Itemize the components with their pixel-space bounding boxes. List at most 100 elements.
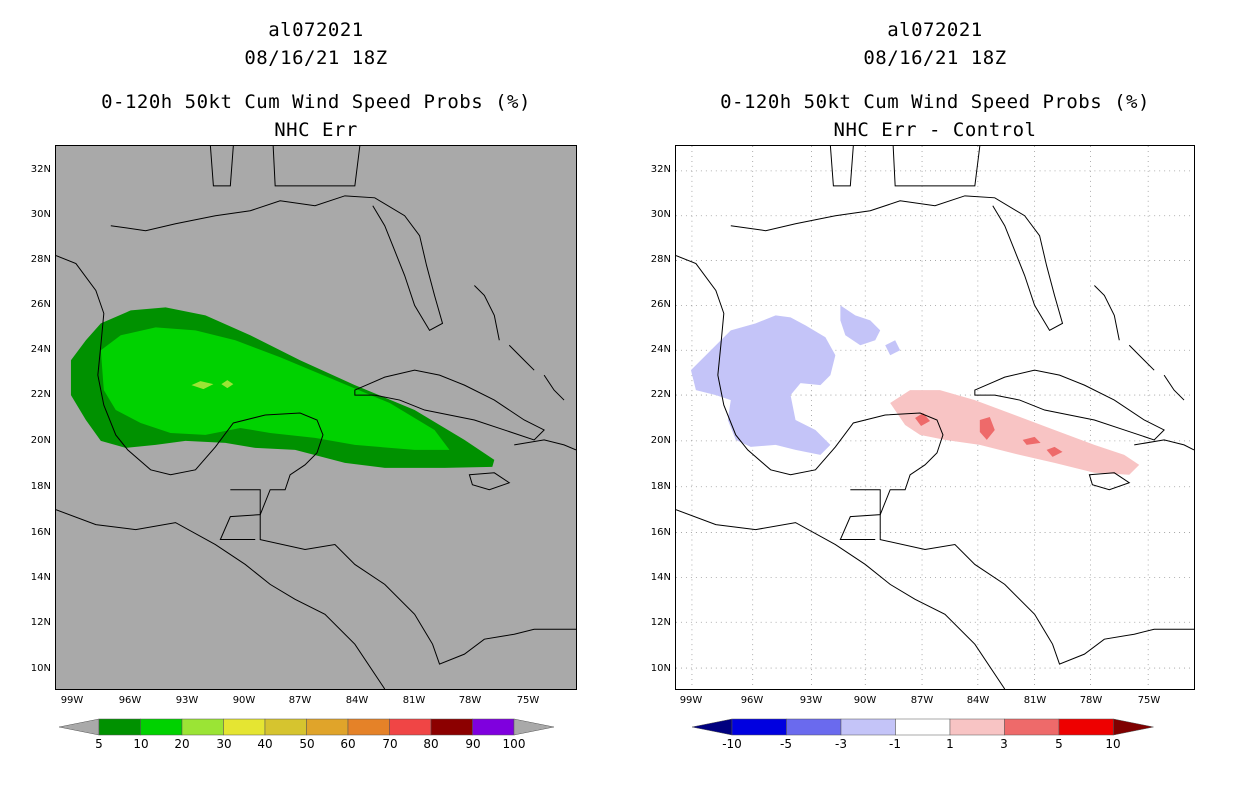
right-difference-map: [675, 145, 1195, 690]
left-lat-label: 14N: [30, 572, 51, 583]
right-product-title: 0-120h 50kt Cum Wind Speed Probs (%): [720, 91, 1150, 113]
prob-band-20-30: [191, 380, 234, 390]
left-colorbar-swatch: [264, 718, 307, 736]
right-lon-label: 87W: [910, 695, 934, 706]
diff-neg-1-3: [690, 305, 901, 455]
left-colorbar-swatch: [223, 718, 266, 736]
right-lat-label: 16N: [650, 527, 671, 538]
left-lat-label: 20N: [30, 435, 51, 446]
right-lon-label: 84W: [966, 695, 990, 706]
left-datetime: 08/16/21 18Z: [244, 47, 388, 69]
right-colorbar-over-triangle: [1113, 718, 1154, 736]
left-colorbar: [58, 718, 555, 736]
left-colorbar-swatch: [389, 718, 432, 736]
left-colorbar-label: 50: [299, 737, 315, 751]
left-map-svg: [56, 146, 576, 689]
left-lon-label: 81W: [402, 695, 426, 706]
left-colorbar-label: 30: [216, 737, 232, 751]
left-product-title: 0-120h 50kt Cum Wind Speed Probs (%): [101, 91, 531, 113]
right-colorbar: [691, 718, 1154, 736]
diff-pos-3-5: [915, 413, 1063, 457]
left-colorbar-label: 10: [133, 737, 149, 751]
left-lat-label: 24N: [30, 344, 51, 355]
right-colorbar-label: -1: [889, 737, 901, 751]
right-lon-label: 93W: [799, 695, 823, 706]
left-lon-label: 78W: [458, 695, 482, 706]
left-colorbar-label: 60: [340, 737, 356, 751]
left-lat-label: 12N: [30, 617, 51, 628]
right-lat-label: 14N: [650, 572, 671, 583]
left-lon-label: 87W: [288, 695, 312, 706]
left-lon-label: 96W: [118, 695, 142, 706]
left-lat-label: 30N: [30, 209, 51, 220]
left-colorbar-swatch: [181, 718, 224, 736]
left-lat-label: 16N: [30, 527, 51, 538]
left-colorbar-over-triangle: [513, 718, 555, 736]
right-lon-label: 78W: [1079, 695, 1103, 706]
left-coastlines: [56, 146, 576, 689]
left-colorbar-label: 40: [257, 737, 273, 751]
right-lat-label: 30N: [650, 209, 671, 220]
right-lon-label: 96W: [740, 695, 764, 706]
right-lat-label: 10N: [650, 663, 671, 674]
left-lat-label: 32N: [30, 164, 51, 175]
right-lat-label: 32N: [650, 164, 671, 175]
left-lat-label: 18N: [30, 481, 51, 492]
right-colorbar-swatch: [895, 718, 951, 736]
right-lon-label: 90W: [853, 695, 877, 706]
right-colorbar-swatch: [1058, 718, 1114, 736]
left-colorbar-swatch: [347, 718, 390, 736]
diff-pos-1-3: [890, 390, 1140, 475]
left-colorbar-label: 100: [502, 737, 526, 751]
right-lat-label: 26N: [650, 299, 671, 310]
left-colorbar-swatch: [306, 718, 349, 736]
right-lat-label: 20N: [650, 435, 671, 446]
right-lon-label: 81W: [1023, 695, 1047, 706]
right-coastlines: [676, 146, 1194, 689]
left-lon-label: 99W: [60, 695, 84, 706]
right-colorbar-label: 1: [946, 737, 954, 751]
left-probability-map: [55, 145, 577, 690]
right-storm-id: al072021: [887, 19, 983, 41]
right-colorbar-swatch: [786, 718, 842, 736]
right-lat-label: 24N: [650, 344, 671, 355]
left-lat-label: 22N: [30, 389, 51, 400]
left-lon-label: 93W: [175, 695, 199, 706]
right-colorbar-swatch: [840, 718, 896, 736]
right-colorbar-under-triangle: [691, 718, 733, 736]
right-lon-label: 99W: [679, 695, 703, 706]
left-colorbar-label: 5: [95, 737, 103, 751]
right-lat-label: 12N: [650, 617, 671, 628]
right-colorbar-swatch: [1004, 718, 1060, 736]
right-colorbar-label: 5: [1055, 737, 1063, 751]
right-lat-label: 28N: [650, 254, 671, 265]
left-colorbar-swatch: [430, 718, 473, 736]
right-colorbar-label: 3: [1000, 737, 1008, 751]
left-colorbar-label: 70: [382, 737, 398, 751]
left-colorbar-label: 90: [465, 737, 481, 751]
left-lon-label: 90W: [232, 695, 256, 706]
left-subtitle: NHC Err: [274, 119, 358, 141]
left-lon-label: 84W: [345, 695, 369, 706]
right-subtitle: NHC Err - Control: [833, 119, 1037, 141]
left-colorbar-swatch: [140, 718, 183, 736]
right-datetime: 08/16/21 18Z: [863, 47, 1007, 69]
left-colorbar-swatch: [98, 718, 141, 736]
left-lon-label: 75W: [516, 695, 540, 706]
right-colorbar-label: -3: [835, 737, 847, 751]
left-colorbar-under-triangle: [58, 718, 100, 736]
right-lat-label: 22N: [650, 389, 671, 400]
left-lat-label: 10N: [30, 663, 51, 674]
left-colorbar-swatch: [472, 718, 515, 736]
prob-band-10-20: [100, 327, 450, 450]
right-colorbar-swatch: [731, 718, 787, 736]
left-storm-id: al072021: [268, 19, 364, 41]
right-colorbar-label: -5: [780, 737, 792, 751]
right-colorbar-label: 10: [1105, 737, 1121, 751]
right-map-svg: [676, 146, 1194, 689]
left-colorbar-label: 20: [174, 737, 190, 751]
left-colorbar-label: 80: [423, 737, 439, 751]
left-lat-label: 28N: [30, 254, 51, 265]
right-lat-label: 18N: [650, 481, 671, 492]
left-lat-label: 26N: [30, 299, 51, 310]
